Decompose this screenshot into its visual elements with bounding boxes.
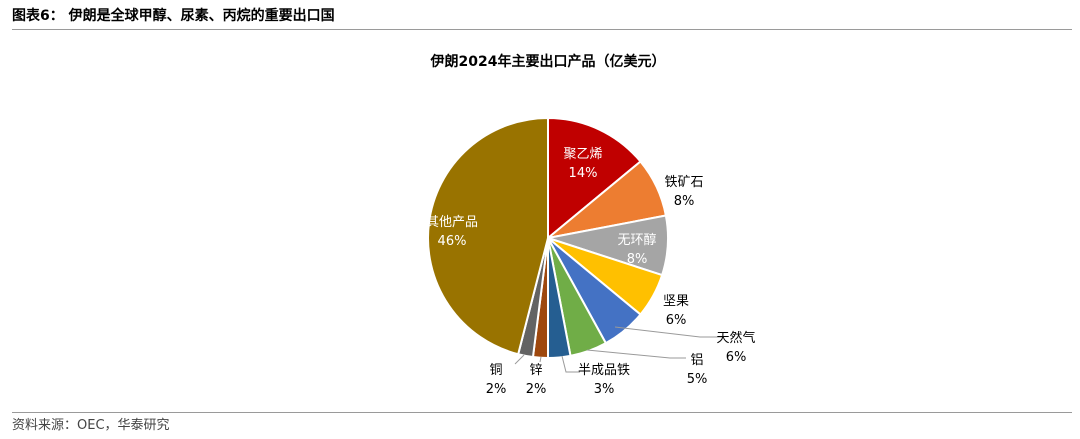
slice-percent-label: 6%: [666, 313, 687, 328]
pie-slices: [427, 116, 669, 360]
slice-percent-label: 2%: [486, 382, 507, 397]
slice-category-label: 坚果: [663, 294, 689, 309]
slice-labels: 聚乙烯 14% 铁矿石 8% 无环醇 8% 坚果 6% 天然气 6% 铝 5% 半成品铁 3% 锌 2% 铜 2%…: [426, 147, 756, 397]
chart-title: 伊朗2024年主要出口产品（亿美元）: [430, 53, 666, 70]
leader-lines: [514, 326, 722, 373]
slice-category-label: 其他产品: [426, 215, 478, 230]
slice-percent-label: 14%: [569, 166, 598, 181]
pie-slice: [547, 116, 642, 241]
top-divider: [12, 29, 1072, 30]
slice-category-label: 铜: [489, 363, 502, 378]
slice-percent-label: 2%: [526, 382, 547, 397]
slice-category-label: 聚乙烯: [563, 147, 602, 162]
leader-line: [561, 355, 580, 373]
slice-category-label: 铁矿石: [664, 175, 703, 190]
pie-slice: [427, 116, 549, 356]
leader-line: [614, 326, 722, 338]
slice-category-label: 无环醇: [617, 232, 656, 248]
slice-category-label: 锌: [529, 363, 542, 378]
slice-percent-label: 8%: [627, 252, 648, 267]
leader-line: [586, 349, 686, 359]
figure-caption: 图表6： 伊朗是全球甲醇、尿素、丙烷的重要出口国: [12, 8, 335, 24]
slice-percent-label: 6%: [726, 350, 747, 365]
slice-percent-label: 5%: [687, 372, 708, 387]
slice-category-label: 天然气: [716, 330, 755, 346]
slice-percent-label: 46%: [438, 234, 467, 249]
slice-category-label: 铝: [690, 353, 703, 368]
slice-percent-label: 8%: [674, 194, 695, 209]
leader-line: [514, 354, 525, 365]
slice-percent-label: 3%: [594, 382, 615, 397]
bottom-divider: [12, 412, 1072, 413]
leader-line: [539, 356, 542, 363]
source-note: 资料来源：OEC，华泰研究: [12, 418, 170, 433]
slice-category-label: 半成品铁: [578, 363, 630, 378]
